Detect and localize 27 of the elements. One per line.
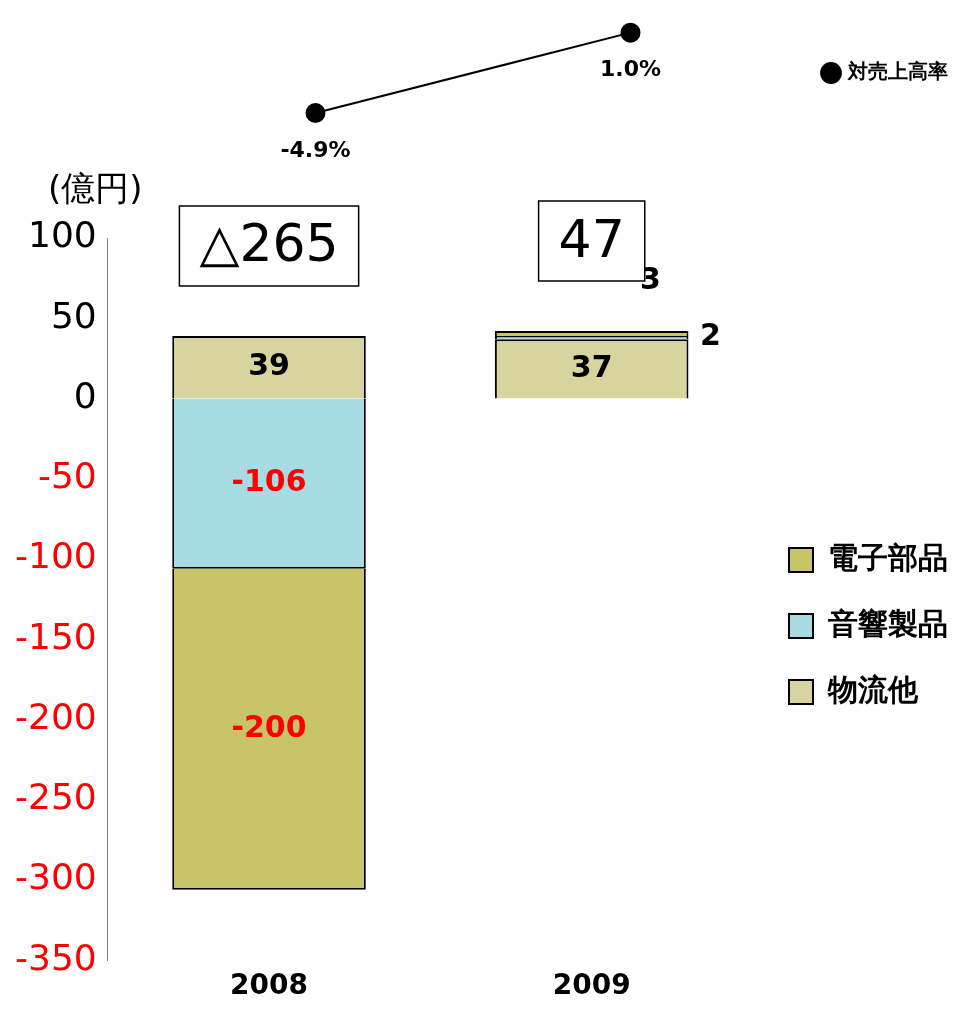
data-label: -4.9% bbox=[280, 136, 351, 162]
data-label: 37 bbox=[570, 348, 613, 384]
data-label: 1.0% bbox=[599, 56, 662, 82]
annotation: 47 bbox=[558, 208, 625, 269]
data-label: -200 bbox=[231, 709, 307, 745]
y-tick-label: -250 bbox=[15, 776, 97, 818]
y-tick-label: -100 bbox=[15, 535, 97, 577]
data-label: 39 bbox=[248, 347, 290, 383]
legend-label: 対売上高率 bbox=[847, 59, 948, 84]
y-tick-label: -200 bbox=[15, 695, 97, 737]
x-tick-label: 2008 bbox=[230, 968, 308, 1002]
legend-label: 音響製品 bbox=[828, 605, 948, 641]
legend-label: 電子部品 bbox=[828, 539, 948, 575]
data-label: 2 bbox=[700, 317, 721, 353]
y-tick-label: -300 bbox=[15, 856, 97, 898]
y-axis-title: (億円) bbox=[48, 167, 143, 208]
data-label: 3 bbox=[640, 261, 661, 297]
legend-label: 物流他 bbox=[827, 671, 919, 707]
data-label: -106 bbox=[231, 463, 307, 499]
y-tick-label: 100 bbox=[27, 214, 97, 256]
y-tick-label: -150 bbox=[15, 615, 97, 657]
y-tick-label: 50 bbox=[50, 294, 97, 336]
x-tick-label: 2009 bbox=[552, 968, 631, 1002]
y-tick-label: -50 bbox=[37, 455, 97, 497]
y-tick-label: 0 bbox=[73, 374, 97, 416]
y-tick-label: -350 bbox=[15, 936, 97, 978]
annotation: △265 bbox=[199, 213, 339, 274]
